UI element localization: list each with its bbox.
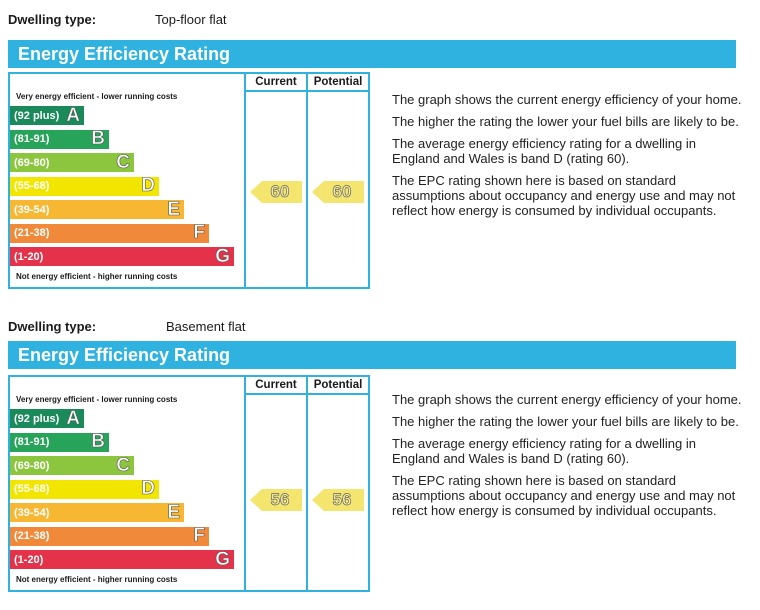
current-rating-value: 56 bbox=[270, 490, 290, 510]
band-e: (39-54) E bbox=[10, 501, 184, 523]
band-range: (92 plus) bbox=[14, 109, 60, 122]
potential-rating-value: 56 bbox=[332, 490, 352, 510]
band-d: (55-68) D bbox=[10, 478, 159, 500]
epc-panel-top-floor: Dwelling type: Top-floor flat Energy Eff… bbox=[0, 0, 760, 300]
band-range: (39-54) bbox=[14, 203, 50, 216]
band-range: (55-68) bbox=[14, 483, 50, 495]
band-letter: F bbox=[193, 525, 205, 547]
description-paragraph: The EPC rating shown here is based on st… bbox=[392, 473, 736, 518]
description-paragraph: The average energy efficiency rating for… bbox=[392, 136, 696, 166]
epc-panel-basement: Dwelling type: Basement flat Energy Effi… bbox=[0, 305, 760, 605]
band-a: (92 plus) A bbox=[10, 407, 84, 429]
potential-header: Potential bbox=[308, 377, 368, 395]
description-paragraph: The average energy efficiency rating for… bbox=[392, 436, 696, 466]
description-paragraph: The higher the rating the lower your fue… bbox=[392, 114, 739, 129]
caption-inefficient: Not energy efficient - higher running co… bbox=[16, 272, 178, 281]
band-letter: E bbox=[167, 501, 180, 523]
band-range: (81-91) bbox=[14, 436, 50, 448]
current-rating-arrow: 56 bbox=[250, 489, 302, 511]
caption-efficient: Very energy efficient - lower running co… bbox=[16, 92, 178, 101]
rating-title: Energy Efficiency Rating bbox=[8, 40, 736, 68]
band-letter: A bbox=[66, 407, 80, 429]
band-c: (69-80) C bbox=[10, 151, 134, 173]
current-rating-arrow: 60 bbox=[250, 181, 302, 203]
band-f: (21-38) F bbox=[10, 525, 209, 547]
band-letter: D bbox=[141, 478, 155, 500]
band-range: (39-54) bbox=[14, 506, 50, 519]
current-header: Current bbox=[246, 377, 306, 395]
band-letter: C bbox=[116, 454, 130, 476]
band-range: (55-68) bbox=[14, 180, 50, 192]
band-range: (1-20) bbox=[14, 553, 44, 566]
band-letter: B bbox=[91, 128, 105, 150]
band-letter: A bbox=[66, 104, 80, 126]
band-d: (55-68) D bbox=[10, 175, 159, 197]
column-divider bbox=[306, 74, 308, 287]
dwelling-type-value: Basement flat bbox=[166, 319, 246, 334]
description-paragraph: The graph shows the current energy effic… bbox=[392, 92, 742, 107]
potential-rating-arrow: 60 bbox=[312, 181, 364, 203]
band-range: (69-80) bbox=[14, 459, 50, 472]
band-c: (69-80) C bbox=[10, 454, 134, 476]
band-range: (21-38) bbox=[14, 530, 50, 542]
potential-rating-arrow: 56 bbox=[312, 489, 364, 511]
rating-description: The graph shows the current energy effic… bbox=[392, 392, 742, 525]
band-range: (69-80) bbox=[14, 156, 50, 169]
dwelling-type-label: Dwelling type: bbox=[8, 12, 97, 27]
description-paragraph: The EPC rating shown here is based on st… bbox=[392, 173, 736, 218]
column-divider bbox=[244, 377, 246, 590]
band-b: (81-91) B bbox=[10, 431, 109, 453]
rating-title: Energy Efficiency Rating bbox=[8, 341, 736, 369]
dwelling-type-label: Dwelling type: bbox=[8, 319, 97, 334]
band-letter: D bbox=[141, 175, 155, 197]
rating-chart: Current Potential Very energy efficient … bbox=[8, 72, 370, 289]
band-letter: B bbox=[91, 431, 105, 453]
band-range: (21-38) bbox=[14, 227, 50, 239]
current-rating-value: 60 bbox=[270, 182, 290, 202]
band-letter: G bbox=[215, 548, 230, 570]
band-range: (81-91) bbox=[14, 133, 50, 145]
current-header: Current bbox=[246, 74, 306, 92]
band-letter: C bbox=[116, 151, 130, 173]
rating-chart: Current Potential Very energy efficient … bbox=[8, 375, 370, 592]
rating-description: The graph shows the current energy effic… bbox=[392, 92, 742, 225]
potential-header: Potential bbox=[308, 74, 368, 92]
potential-rating-value: 60 bbox=[332, 182, 352, 202]
caption-efficient: Very energy efficient - lower running co… bbox=[16, 395, 178, 404]
column-divider bbox=[306, 377, 308, 590]
band-g: (1-20) G bbox=[10, 548, 234, 570]
band-letter: F bbox=[193, 222, 205, 244]
band-g: (1-20) G bbox=[10, 245, 234, 267]
band-range: (1-20) bbox=[14, 250, 44, 263]
band-a: (92 plus) A bbox=[10, 104, 84, 126]
band-b: (81-91) B bbox=[10, 128, 109, 150]
band-f: (21-38) F bbox=[10, 222, 209, 244]
description-paragraph: The higher the rating the lower your fue… bbox=[392, 414, 739, 429]
band-e: (39-54) E bbox=[10, 198, 184, 220]
caption-inefficient: Not energy efficient - higher running co… bbox=[16, 575, 178, 584]
dwelling-type-value: Top-floor flat bbox=[155, 12, 227, 27]
column-divider bbox=[244, 74, 246, 287]
band-letter: E bbox=[167, 198, 180, 220]
band-letter: G bbox=[215, 245, 230, 267]
band-range: (92 plus) bbox=[14, 412, 60, 425]
description-paragraph: The graph shows the current energy effic… bbox=[392, 392, 742, 407]
